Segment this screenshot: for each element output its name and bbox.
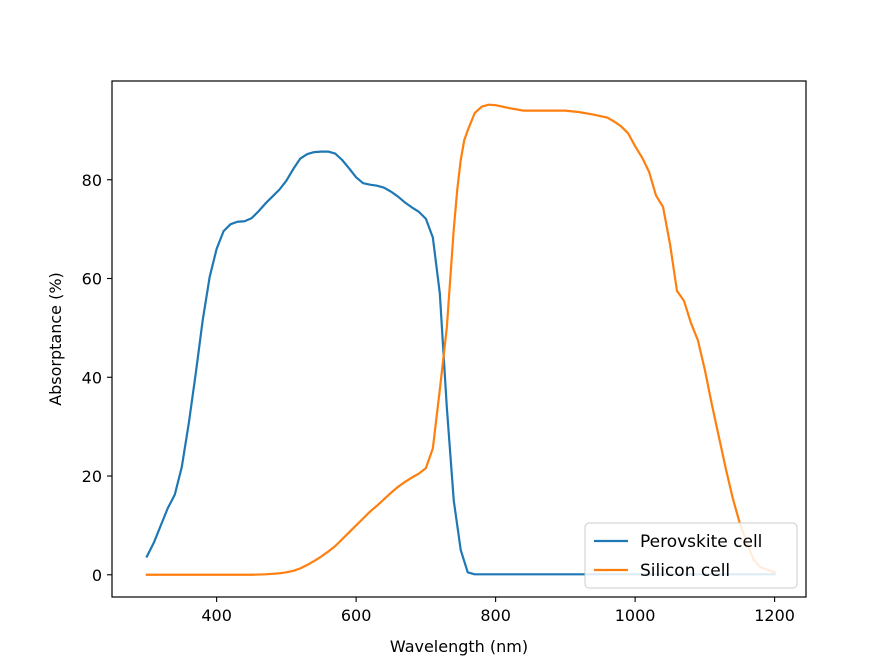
y-tick-label: 0 <box>92 566 102 585</box>
x-axis-label: Wavelength (nm) <box>390 637 528 656</box>
y-axis: 0 20 40 60 80 <box>82 171 112 585</box>
x-axis: 400 600 800 1000 1200 <box>201 597 795 625</box>
plot-area <box>112 81 806 597</box>
y-axis-label: Absorptance (%) <box>46 272 65 406</box>
y-tick-label: 80 <box>82 171 102 190</box>
x-tick-label: 800 <box>480 606 511 625</box>
series-line-1 <box>145 150 776 576</box>
legend: Perovskite cell Silicon cell <box>584 522 798 589</box>
series-line-2 <box>145 103 777 576</box>
x-tick-label: 1200 <box>754 606 795 625</box>
legend-label: Perovskite cell <box>640 532 762 552</box>
series-layer <box>145 103 777 576</box>
legend-box <box>584 522 798 589</box>
legend-label: Silicon cell <box>640 561 730 581</box>
y-tick-label: 60 <box>82 270 102 289</box>
x-tick-label: 400 <box>201 606 232 625</box>
plot-frame <box>111 80 807 598</box>
y-tick-label: 40 <box>82 368 102 387</box>
y-tick-label: 20 <box>82 467 102 486</box>
x-tick-label: 600 <box>341 606 372 625</box>
x-tick-label: 1000 <box>615 606 656 625</box>
